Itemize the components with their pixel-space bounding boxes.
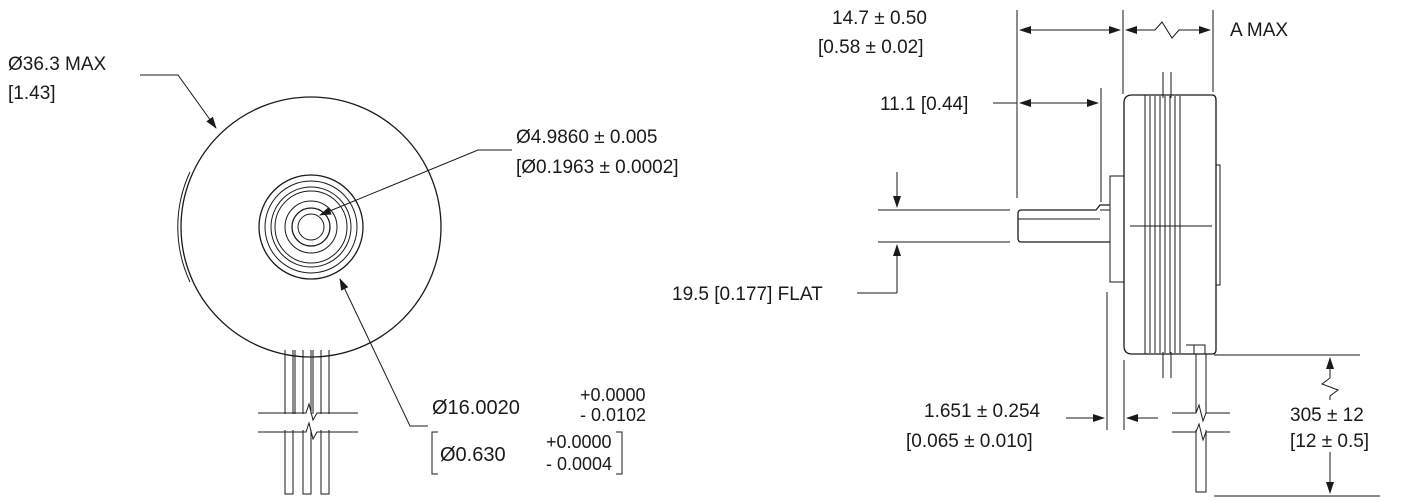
- shaft-diameter-label-in: [Ø0.1963 ± 0.0002]: [516, 157, 679, 178]
- shaft-circle: [291, 207, 331, 247]
- front-view: Ø36.3 MAX [1.43] Ø4.9860 ± 0.005 [Ø0.196…: [8, 54, 679, 495]
- overall-length-label: 14.7 ± 0.50: [832, 8, 927, 29]
- hub-circle-inner: [264, 180, 358, 274]
- flange-label: 1.651 ± 0.254: [924, 401, 1041, 422]
- a-max-dim: [1125, 21, 1211, 39]
- hub-diameter-label: Ø16.0020: [432, 397, 520, 419]
- hub-tol-upper-in: +0.0000: [546, 432, 612, 452]
- a-max-label: A MAX: [1230, 20, 1288, 41]
- motor-outer-circle: [180, 96, 442, 358]
- lead-length-dim-top: [1320, 377, 1340, 400]
- bracket-right: [616, 431, 623, 475]
- hub-tol-upper: +0.0000: [580, 385, 646, 405]
- hub-diameter-label-in: Ø0.630: [440, 444, 506, 466]
- lead-exit: [1186, 344, 1206, 354]
- outer-diameter-label-in: [1.43]: [8, 83, 56, 104]
- hub-tol-lower: - 0.0102: [580, 405, 646, 425]
- shaft-length-label: 11.1 [0.44]: [880, 94, 968, 115]
- side-view: 14.7 ± 0.50 [0.58 ± 0.02] A MAX 11.1 [0.…: [672, 8, 1380, 497]
- outer-diameter-leader: [140, 74, 217, 129]
- shaft-diameter-label: Ø4.9860 ± 0.005: [516, 127, 657, 148]
- flange-label-in: [0.065 ± 0.010]: [906, 431, 1033, 452]
- hub-circle-outer: [258, 174, 364, 280]
- overall-length-label-in: [0.58 ± 0.02]: [818, 37, 924, 58]
- shaft-side: [1017, 204, 1110, 243]
- flat-label: 19.5 [0.177] FLAT: [672, 284, 823, 305]
- shaft-diameter-leader: [319, 149, 512, 216]
- lead-length-label: 305 ± 12: [1290, 405, 1364, 426]
- lead-wires: [258, 350, 358, 495]
- shaft-ring: [284, 200, 338, 254]
- hub-tol-lower-in: - 0.0004: [546, 454, 612, 474]
- bracket-left: [431, 431, 438, 475]
- hub-diameter-leader: [339, 278, 428, 427]
- outer-diameter-label: Ø36.3 MAX: [8, 54, 107, 75]
- motor-side-body: [1123, 94, 1217, 355]
- lead-length-label-in: [12 ± 0.5]: [1290, 431, 1369, 452]
